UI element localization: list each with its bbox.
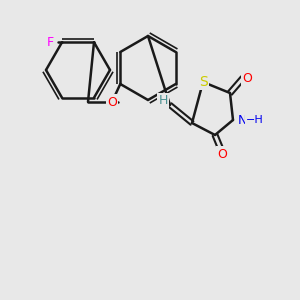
Text: O: O — [107, 95, 117, 109]
Text: N: N — [238, 113, 247, 127]
Text: −H: −H — [246, 115, 264, 125]
Text: F: F — [46, 36, 54, 49]
Text: O: O — [217, 148, 227, 160]
Text: O: O — [242, 71, 252, 85]
Text: H: H — [158, 94, 168, 107]
Text: S: S — [199, 75, 207, 89]
